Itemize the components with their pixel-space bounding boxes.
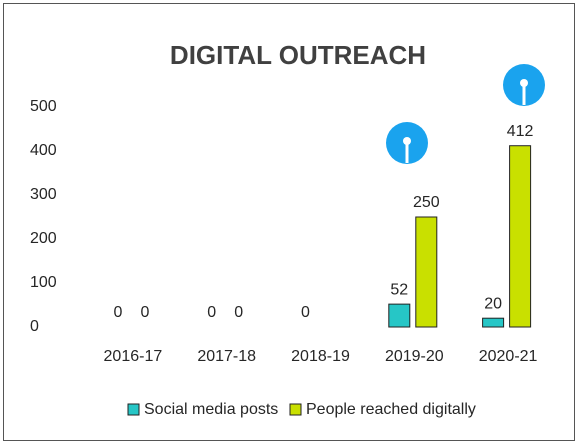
chart-frame <box>3 3 575 441</box>
chart-title: DIGITAL OUTREACH <box>170 40 426 70</box>
data-label: 0 <box>234 304 243 321</box>
legend-swatch <box>127 403 140 416</box>
x-tick-label: 2018-19 <box>291 348 350 365</box>
y-tick-label: 0 <box>30 318 39 335</box>
data-label: 0 <box>113 304 122 321</box>
y-tick-label: 400 <box>30 142 57 159</box>
logo-icon <box>386 122 428 164</box>
data-label: 412 <box>507 123 534 140</box>
x-tick-label: 2020-21 <box>479 348 538 365</box>
y-tick-label: 200 <box>30 230 57 247</box>
legend-swatch <box>289 403 302 416</box>
data-label: 0 <box>207 304 216 321</box>
data-label: 0 <box>301 304 310 321</box>
data-label: 250 <box>413 194 440 211</box>
legend-label: People reached digitally <box>306 401 476 418</box>
data-label: 20 <box>484 295 502 312</box>
x-tick-label: 2019-20 <box>385 348 444 365</box>
y-tick-label: 100 <box>30 274 57 291</box>
x-tick-label: 2017-18 <box>197 348 256 365</box>
bar <box>388 303 411 328</box>
y-tick-label: 300 <box>30 186 57 203</box>
x-tick-label: 2016-17 <box>104 348 163 365</box>
logo-icon <box>503 64 545 106</box>
data-label: 0 <box>140 304 149 321</box>
bar <box>415 216 438 328</box>
bar <box>482 317 505 328</box>
y-tick-label: 500 <box>30 98 57 115</box>
data-label: 52 <box>390 281 408 298</box>
bar <box>509 145 532 328</box>
legend-label: Social media posts <box>144 401 278 418</box>
